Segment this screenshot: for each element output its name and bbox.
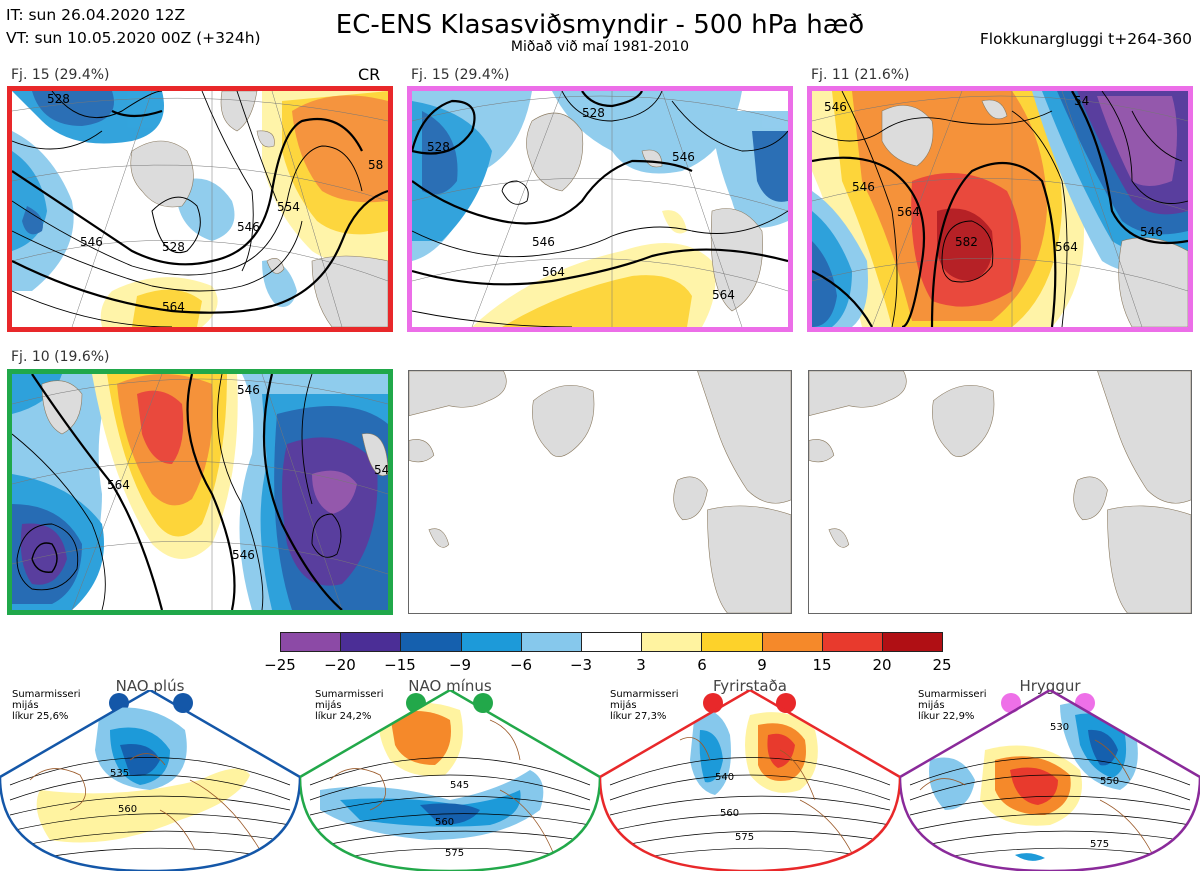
colorbar-tick: 6 (697, 656, 707, 674)
regime-dot (1001, 693, 1021, 713)
contour-label: 546 (852, 180, 875, 194)
coastline-map (409, 371, 791, 613)
regime-name-blocking: Fyrirstaða (713, 677, 787, 695)
colorbar-swatch (762, 633, 823, 651)
contour-label: 54 (1074, 94, 1089, 108)
cluster-map-1[interactable]: 528 546 546 554 564 528 58 (7, 86, 393, 332)
valid-time: VT: sun 10.05.2020 00Z (+324h) (6, 29, 261, 47)
regime-map-ridge: 530 550 575 (900, 690, 1200, 871)
regime-contour-label: 560 (720, 808, 739, 819)
cluster-map-4-plot: 564 546 54 546 (12, 374, 388, 610)
regime-contour-label: 535 (110, 768, 129, 779)
regime-contour-label: 560 (118, 804, 137, 815)
cluster-map-4[interactable]: 564 546 54 546 (7, 369, 393, 615)
contour-label: 564 (162, 300, 185, 314)
colorbar (280, 632, 943, 652)
contour-label: 528 (162, 240, 185, 254)
contour-label: 546 (237, 220, 260, 234)
contour-label: 546 (232, 548, 255, 562)
colorbar-swatch (882, 633, 943, 651)
colorbar-tick: 9 (757, 656, 767, 674)
empty-map-6 (808, 370, 1192, 614)
colorbar-tick: 3 (636, 656, 646, 674)
contour-label: 564 (712, 288, 735, 302)
colorbar-tick: 15 (812, 656, 832, 674)
regime-info-nao-minus: Sumarmisseri mijás líkur 24,2% (315, 689, 384, 722)
cluster-map-2-plot: 528 528 546 546 564 564 (412, 91, 788, 327)
regime-contour-label: 530 (1050, 722, 1069, 733)
contour-label: 528 (47, 92, 70, 106)
regime-contour-label: 575 (1090, 839, 1109, 850)
colorbar-tick: −20 (324, 656, 356, 674)
page-subtitle: Miðað við maí 1981-2010 (510, 39, 690, 55)
regime-map-blocking: 540 560 575 (600, 690, 900, 871)
panel-3-label: Fj. 11 (21.6%) (811, 67, 910, 83)
colorbar-swatch (281, 633, 342, 651)
colorbar-swatch (702, 633, 763, 651)
regime-map-nao-minus: 545 560 575 (300, 690, 600, 871)
contour-label: 564 (107, 478, 130, 492)
panel-2-label: Fj. 15 (29.4%) (411, 67, 510, 83)
regime-contour-label: 540 (715, 772, 734, 783)
regime-contour-label: 575 (445, 848, 464, 859)
colorbar-tick: −9 (448, 656, 472, 674)
initial-time: IT: sun 26.04.2020 12Z (6, 6, 186, 24)
colorbar-tick: −6 (509, 656, 533, 674)
regime-info-ridge: Sumarmisseri mijás líkur 22,9% (918, 689, 987, 722)
colorbar-tick: −15 (384, 656, 416, 674)
colorbar-swatch (461, 633, 522, 651)
regime-contour-label: 560 (435, 817, 454, 828)
contour-label: 58 (368, 158, 383, 172)
contour-label: 528 (582, 106, 605, 120)
contour-label: 546 (237, 383, 260, 397)
cluster-map-1-plot: 528 546 546 554 564 528 58 (12, 91, 388, 327)
classification-window: Flokkunargluggi t+264-360 (979, 30, 1192, 48)
regime-info-blocking: Sumarmisseri mijás líkur 27,3% (610, 689, 679, 722)
contour-label: 54 (374, 463, 388, 477)
colorbar-swatch (581, 633, 643, 651)
regime-dot (473, 693, 493, 713)
contour-label: 546 (1140, 225, 1163, 239)
colorbar-swatch (401, 633, 462, 651)
panel-1-label: Fj. 15 (29.4%) (11, 67, 110, 83)
contour-label: 564 (1055, 240, 1078, 254)
contour-label: 546 (672, 150, 695, 164)
contour-label: 528 (427, 140, 450, 154)
regime-contour-label: 545 (450, 780, 469, 791)
colorbar-tick: 20 (872, 656, 892, 674)
colorbar-swatch (642, 633, 703, 651)
page-title: EC-ENS Klasasviðsmyndir - 500 hPa hæð (335, 10, 865, 40)
cluster-map-3[interactable]: 546 546 564 582 564 546 54 (807, 86, 1193, 332)
coastline-map (809, 371, 1191, 613)
colorbar-tick: −25 (264, 656, 296, 674)
regime-dot (173, 693, 193, 713)
contour-label: 554 (277, 200, 300, 214)
contour-label: 564 (897, 205, 920, 219)
cluster-map-2[interactable]: 528 528 546 546 564 564 (407, 86, 793, 332)
cluster-map-3-plot: 546 546 564 582 564 546 54 (812, 91, 1188, 327)
colorbar-tick: −3 (569, 656, 593, 674)
regime-name-nao-plus: NAO plús (115, 677, 185, 695)
contour-label: 546 (80, 235, 103, 249)
contour-label: 546 (532, 235, 555, 249)
contour-label: 546 (824, 100, 847, 114)
panel-4-label: Fj. 10 (19.6%) (11, 349, 110, 365)
colorbar-swatch (521, 633, 582, 651)
regime-contour-label: 550 (1100, 776, 1119, 787)
run-info: IT: sun 26.04.2020 12Z VT: sun 10.05.202… (6, 4, 261, 50)
colorbar-tick: 25 (932, 656, 952, 674)
contour-label: 582 (955, 235, 978, 249)
contour-label: 564 (542, 265, 565, 279)
regime-name-nao-minus: NAO mínus (408, 677, 492, 695)
empty-map-5 (408, 370, 792, 614)
regime-info-nao-plus: Sumarmisseri mijás líkur 25,6% (12, 689, 81, 722)
regime-map-nao-plus: 535 560 (0, 690, 300, 871)
colorbar-swatch (822, 633, 883, 651)
regime-name-ridge: Hryggur (1019, 677, 1081, 695)
panel-1-tag: CR (358, 65, 381, 84)
colorbar-swatch (341, 633, 402, 651)
regime-contour-label: 575 (735, 832, 754, 843)
